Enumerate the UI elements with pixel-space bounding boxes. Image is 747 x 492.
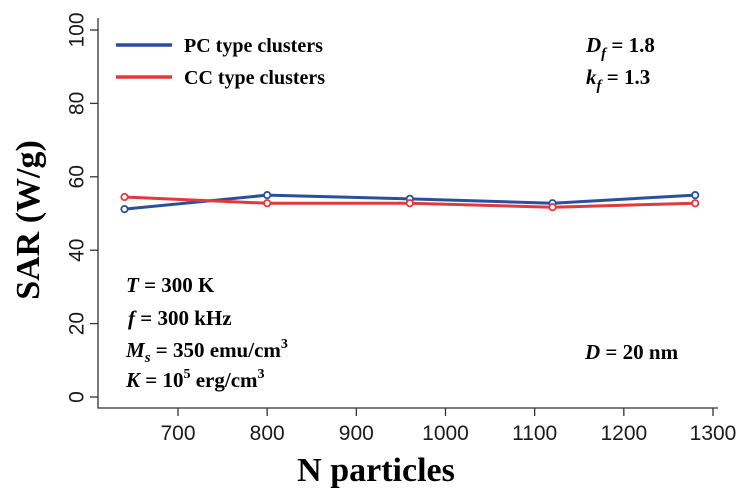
legend-label-pc: PC type clusters [184,35,323,57]
y-tick-label: 100 [66,12,89,47]
data-point-cc [548,203,557,212]
x-tick-label: 1100 [512,422,557,445]
plot-axes [97,18,718,409]
annotation-frequency: f = 300 kHz [128,306,232,330]
x-tick-label: 900 [339,422,374,445]
data-point-pc [120,204,129,214]
y-tick-label: 80 [66,92,89,115]
x-tick-label: 1200 [600,422,647,445]
annotation-df: Df = 1.8 [585,33,655,62]
x-tick-label: 800 [250,422,285,445]
data-point-pc [263,191,272,200]
x-axis-ticks: 700 800 900 1000 1100 1200 1300 [160,408,736,445]
data-point-cc [263,199,272,208]
data-point-cc [691,199,700,208]
x-tick-label: 1300 [690,422,737,445]
data-point-cc [120,192,129,202]
y-tick-label: 40 [66,239,89,262]
y-tick-label: 0 [66,391,89,403]
y-axis-title: SAR (W/g) [10,140,47,300]
annotation-diameter: D = 20 nm [584,340,679,364]
legend-label-cc: CC type clusters [184,67,325,89]
x-axis-title: N particles [297,452,455,489]
y-tick-label: 20 [66,312,89,335]
legend: PC type clusters CC type clusters [116,35,325,89]
x-tick-label: 1000 [422,422,469,445]
data-point-cc [405,199,414,208]
annotation-magnetization: Ms = 350 emu/cm3 [125,337,288,366]
y-axis-ticks: 0 20 40 60 80 100 [66,12,98,403]
annotation-kf: kf = 1.3 [586,65,650,94]
x-tick-label: 700 [160,422,195,445]
data-point-pc [691,191,700,200]
annotation-anisotropy: K = 105 erg/cm3 [125,367,265,392]
y-tick-label: 60 [66,165,89,188]
series-layer [120,191,700,214]
annotation-temperature: T = 300 K [126,273,215,297]
